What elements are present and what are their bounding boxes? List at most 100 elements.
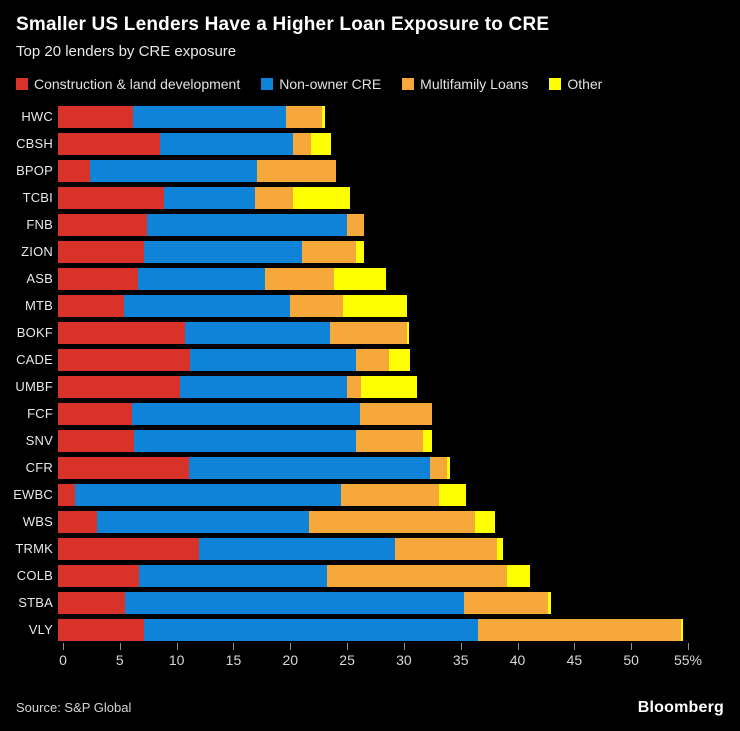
bar-segment-construction-land-development: [58, 483, 76, 506]
axis-tick-label: 30: [396, 652, 412, 668]
stacked-bar: [58, 402, 432, 425]
bar-segment-non-owner-cre: [138, 564, 328, 587]
bar-segment-construction-land-development: [58, 267, 138, 290]
bar-segment-multifamily-loans: [429, 456, 447, 479]
bar-segment-construction-land-development: [58, 402, 132, 425]
axis-tick: [688, 643, 689, 650]
stacked-bar: [58, 375, 418, 398]
legend-swatch-icon: [402, 78, 415, 90]
stacked-bar: [58, 483, 466, 506]
bar-segment-other: [321, 105, 326, 128]
bar-label: VLY: [28, 622, 53, 637]
stacked-bar: [58, 429, 432, 452]
legend-item-1: Construction & land development: [16, 76, 240, 92]
axis-tick-label: 40: [509, 652, 526, 668]
bar-row-zion: ZION: [0, 238, 740, 265]
bar-row-tcbi: TCBI: [0, 184, 740, 211]
axis-tick-label: 35: [452, 652, 469, 668]
bar-label: TCBI: [22, 190, 53, 205]
bar-label: TRMK: [15, 541, 53, 556]
bar-label: MTB: [24, 298, 53, 313]
bar-segment-construction-land-development: [58, 321, 186, 344]
bar-segment-construction-land-development: [58, 591, 126, 614]
legend-item-3: Multifamily Loans: [402, 76, 528, 92]
axis-tick: [347, 643, 349, 650]
source-attribution: Source: S&P Global: [16, 700, 132, 715]
bar-row-fcf: FCF: [0, 400, 740, 427]
axis-tick: [460, 643, 462, 650]
bar-segment-construction-land-development: [58, 105, 133, 128]
stacked-bar: [58, 564, 530, 587]
chart-header: Smaller US Lenders Have a Higher Loan Ex…: [0, 0, 740, 61]
bar-segment-multifamily-loans: [463, 591, 548, 614]
axis-tick: [517, 643, 519, 650]
bar-segment-multifamily-loans: [264, 267, 335, 290]
bar-label: STBA: [18, 595, 53, 610]
bar-segment-other: [343, 294, 407, 317]
bar-segment-other: [355, 240, 364, 263]
bloomberg-logo: Bloomberg: [637, 699, 724, 716]
axis-tick: [290, 643, 292, 650]
bar-segment-non-owner-cre: [75, 483, 341, 506]
bar-segment-construction-land-development: [58, 213, 147, 236]
bar-segment-construction-land-development: [58, 564, 139, 587]
bar-label: ASB: [26, 271, 53, 286]
bar-segment-non-owner-cre: [144, 240, 303, 263]
bar-segment-multifamily-loans: [329, 321, 407, 344]
bar-segment-non-owner-cre: [146, 213, 347, 236]
stacked-bar: [58, 240, 364, 263]
axis-tick: [233, 643, 235, 650]
bar-segment-other: [388, 348, 411, 371]
bar-segment-construction-land-development: [58, 186, 164, 209]
bar-label: FNB: [26, 217, 53, 232]
bar-row-mtb: MTB: [0, 292, 740, 319]
legend-label: Construction & land development: [34, 76, 241, 92]
bar-label: SNV: [25, 433, 53, 448]
bar-segment-multifamily-loans: [254, 186, 294, 209]
bar-segment-multifamily-loans: [340, 483, 439, 506]
bar-row-hwc: HWC: [0, 103, 740, 130]
bar-segment-multifamily-loans: [346, 375, 362, 398]
bar-segment-multifamily-loans: [289, 294, 344, 317]
bar-segment-multifamily-loans: [395, 537, 497, 560]
bar-segment-construction-land-development: [58, 132, 161, 155]
axis-tick-label: 45: [566, 652, 583, 668]
bar-segment-multifamily-loans: [327, 564, 507, 587]
axis-tick-label: 10: [168, 652, 185, 668]
axis-tick-label: 50: [623, 652, 639, 668]
bar-segment-non-owner-cre: [131, 402, 361, 425]
bar-segment-non-owner-cre: [160, 132, 294, 155]
bar-row-stba: STBA: [0, 589, 740, 616]
bar-segment-construction-land-development: [58, 537, 199, 560]
axis-tick-label: 0: [59, 652, 67, 668]
bar-segment-non-owner-cre: [96, 510, 310, 533]
legend-label: Non-owner CRE: [279, 76, 382, 92]
stacked-bar: [58, 510, 496, 533]
bar-segment-non-owner-cre: [198, 537, 396, 560]
stacked-bar: [58, 537, 504, 560]
legend-swatch-icon: [261, 78, 274, 90]
bar-row-cfr: CFR: [0, 454, 740, 481]
bar-segment-other: [293, 186, 351, 209]
bar-label: EWBC: [13, 487, 53, 502]
bar-segment-other: [438, 483, 466, 506]
stacked-bar: [58, 618, 683, 641]
axis-tick: [403, 643, 405, 650]
bar-row-ewbc: EWBC: [0, 481, 740, 508]
bar-row-trmk: TRMK: [0, 535, 740, 562]
bar-segment-other: [506, 564, 530, 587]
stacked-bar: [58, 591, 552, 614]
stacked-bar: [58, 456, 451, 479]
chart-footer: Source: S&P Global Bloomberg: [0, 699, 740, 717]
stacked-bar: [58, 294, 407, 317]
bar-row-bokf: BOKF: [0, 319, 740, 346]
axis-tick: [631, 643, 633, 650]
legend-label: Other: [567, 76, 603, 92]
axis-tick-label: 25: [339, 652, 355, 668]
bar-segment-multifamily-loans: [355, 348, 389, 371]
chart-subtitle: Top 20 lenders by CRE exposure: [16, 43, 237, 60]
bar-row-asb: ASB: [0, 265, 740, 292]
axis-tick: [176, 643, 178, 650]
bar-segment-non-owner-cre: [179, 375, 347, 398]
